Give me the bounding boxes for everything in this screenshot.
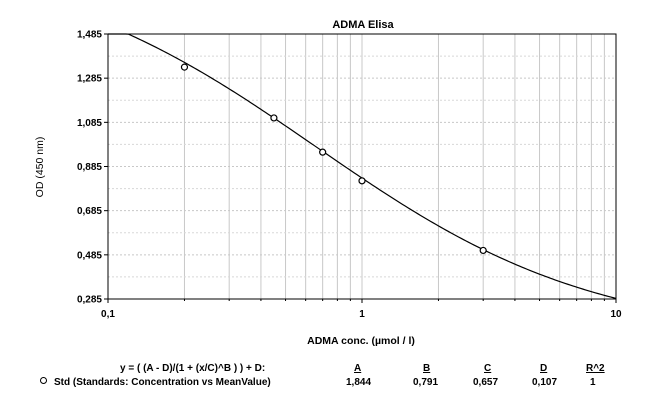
y-tick-label: 0,885 <box>77 162 102 173</box>
fit-equation: y = ( (A - D)/(1 + (x/C)^B ) ) + D: <box>120 363 266 374</box>
y-tick-label: 1,285 <box>77 74 102 85</box>
grid <box>108 33 616 300</box>
fit-value-d: 0,107 <box>532 377 558 388</box>
y-tick-label: 0,485 <box>77 250 102 261</box>
data-point <box>358 177 366 185</box>
fit-value-a: 1,844 <box>346 377 372 388</box>
y-tick-label: 0,285 <box>77 295 102 306</box>
y-axis: 0,285 0,485 0,685 0,885 1,085 1,285 1,485 <box>77 30 108 306</box>
x-tick-label: 0,1 <box>101 309 115 320</box>
y-tick-label: 1,085 <box>77 118 102 129</box>
x-tick-label: 1 <box>359 309 365 320</box>
fit-header-r2: R^2 <box>586 363 605 374</box>
circle-marker-icon <box>40 377 47 384</box>
fit-value-r2: 1 <box>590 377 596 388</box>
fit-value-c: 0,657 <box>473 377 499 388</box>
fit-value-b: 0,791 <box>413 377 439 388</box>
fit-values-row: Std (Standards: Concentration vs MeanVal… <box>40 377 650 391</box>
fit-header-row: y = ( (A - D)/(1 + (x/C)^B ) ) + D: A B … <box>40 363 650 377</box>
data-point <box>270 114 278 122</box>
x-axis-label: ADMA conc. (µmol / l) <box>307 335 415 347</box>
x-axis: 0,1 1 10 <box>101 299 622 320</box>
fit-header-d: D <box>540 363 548 374</box>
data-point <box>319 148 327 156</box>
fit-row-label: Std (Standards: Concentration vs MeanVal… <box>54 377 271 388</box>
data-points <box>180 63 487 255</box>
fit-parameter-table: y = ( (A - D)/(1 + (x/C)^B ) ) + D: A B … <box>40 363 650 391</box>
y-tick-label: 0,685 <box>77 206 102 217</box>
data-point <box>180 63 189 71</box>
y-axis-label: OD (450 nm) <box>34 137 46 198</box>
chart-title: ADMA Elisa <box>332 19 394 31</box>
fit-header-c: C <box>484 363 492 374</box>
x-tick-label: 10 <box>610 309 622 320</box>
fit-header-a: A <box>354 363 362 374</box>
y-tick-label: 1,485 <box>77 30 102 41</box>
data-point <box>479 246 487 255</box>
fit-header-b: B <box>423 363 431 374</box>
